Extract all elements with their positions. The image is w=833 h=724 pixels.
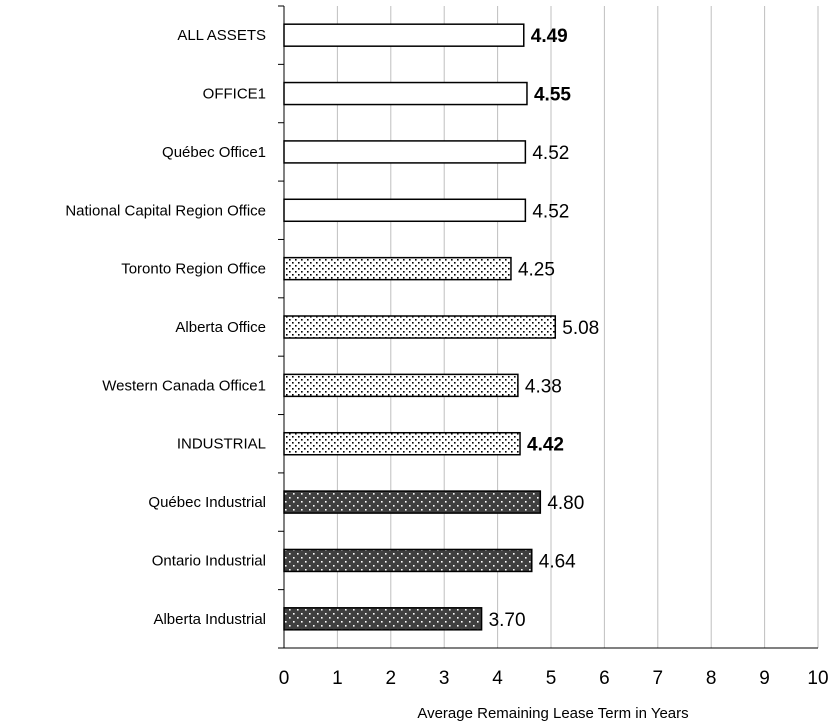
bar — [283, 198, 527, 223]
bar — [283, 373, 519, 398]
x-tick-label: 0 — [279, 668, 290, 689]
x-tick-label: 7 — [653, 668, 664, 689]
bar — [283, 81, 528, 106]
bar — [283, 431, 521, 456]
value-label: 4.80 — [547, 493, 584, 514]
value-label: 4.38 — [525, 376, 562, 397]
category-label: Ontario Industrial — [152, 552, 266, 569]
bars — [283, 23, 557, 631]
x-tick-label: 2 — [386, 668, 397, 689]
x-tick-label: 4 — [492, 668, 503, 689]
value-label: 4.49 — [531, 26, 568, 47]
value-label: 3.70 — [489, 610, 526, 631]
x-tick-label: 8 — [706, 668, 717, 689]
category-label: Québec Office1 — [162, 144, 266, 161]
bar — [283, 607, 483, 631]
x-tick-label: 10 — [807, 668, 828, 689]
x-tick-label: 1 — [332, 668, 343, 689]
x-tick-label: 5 — [546, 668, 557, 689]
bar — [283, 315, 557, 339]
category-label: Québec Industrial — [148, 494, 266, 511]
bar — [283, 23, 525, 47]
bar — [283, 256, 512, 281]
category-label: National Capital Region Office — [65, 202, 266, 219]
value-label: 4.25 — [518, 260, 555, 281]
category-label: Alberta Industrial — [153, 611, 266, 628]
category-label: INDUSTRIAL — [177, 436, 266, 453]
bar — [283, 548, 533, 573]
category-label: OFFICE1 — [203, 86, 266, 103]
category-label: Toronto Region Office — [121, 261, 266, 278]
labels: ALL ASSETS 4.49 OFFICE1 4.55 Québec Office1 4… — [65, 26, 828, 689]
x-axis-title: Average Remaining Lease Term in Years — [417, 705, 688, 722]
value-label: 5.08 — [562, 318, 599, 339]
category-label: ALL ASSETS — [177, 27, 266, 44]
bar — [283, 140, 527, 164]
axes — [283, 6, 818, 649]
value-label: 4.55 — [534, 85, 571, 106]
x-tick-label: 9 — [759, 668, 770, 689]
x-tick-label: 6 — [599, 668, 610, 689]
value-label: 4.64 — [539, 551, 576, 572]
value-label: 4.42 — [527, 435, 564, 456]
bar — [283, 490, 542, 514]
x-tick-label: 3 — [439, 668, 450, 689]
value-label: 4.52 — [532, 143, 569, 164]
category-label: Alberta Office — [175, 319, 266, 336]
category-label: Western Canada Office1 — [102, 377, 266, 394]
value-label: 4.52 — [532, 201, 569, 222]
